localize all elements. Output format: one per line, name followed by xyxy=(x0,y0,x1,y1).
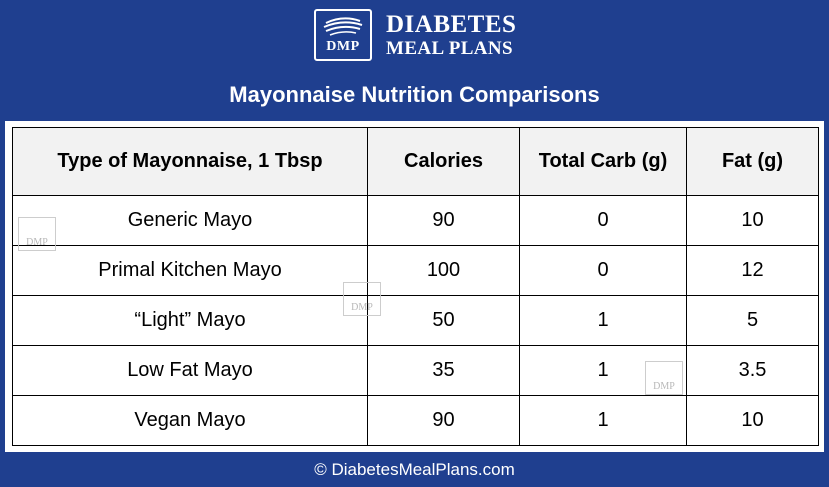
cell-type: Generic Mayo xyxy=(12,195,368,246)
header-total-carb: Total Carb (g) xyxy=(519,127,687,196)
cell-fat: 5 xyxy=(686,295,819,346)
cell-type: Low Fat Mayo xyxy=(12,345,368,396)
cell-calories: 50 xyxy=(367,295,520,346)
cell-fat: 10 xyxy=(686,395,819,446)
footer-copyright[interactable]: © DiabetesMealPlans.com xyxy=(314,460,515,479)
cell-type: Vegan Mayo xyxy=(12,395,368,446)
cell-type: Primal Kitchen Mayo xyxy=(12,245,368,296)
cell-calories: 35 xyxy=(367,345,520,396)
header-type: Type of Mayonnaise, 1 Tbsp xyxy=(12,127,368,196)
table-row: Generic Mayo 90 0 10 xyxy=(12,195,819,246)
table-row: Low Fat Mayo 35 1 3.5 xyxy=(12,345,819,396)
brand-line-2: MEAL PLANS xyxy=(386,38,513,59)
table-row: Primal Kitchen Mayo 100 0 12 xyxy=(12,245,819,296)
cell-total-carb: 0 xyxy=(519,195,687,246)
cell-calories: 90 xyxy=(367,395,520,446)
header-calories: Calories xyxy=(367,127,520,196)
watermark-text: DMP xyxy=(653,381,675,392)
table-row: Vegan Mayo 90 1 10 xyxy=(12,395,819,446)
cell-total-carb: 1 xyxy=(519,295,687,346)
header: DMP DIABETES MEAL PLANS xyxy=(0,0,829,70)
cell-total-carb: 1 xyxy=(519,395,687,446)
cell-calories: 90 xyxy=(367,195,520,246)
table-row: “Light” Mayo 50 1 5 xyxy=(12,295,819,346)
cell-fat: 12 xyxy=(686,245,819,296)
watermark-text: DMP xyxy=(351,302,373,313)
cell-total-carb: 1 xyxy=(519,345,687,396)
watermark-logo: DMP xyxy=(645,361,683,395)
cell-total-carb: 0 xyxy=(519,245,687,296)
wave-icon xyxy=(323,17,363,36)
table-panel: Type of Mayonnaise, 1 Tbsp Calories Tota… xyxy=(5,121,824,452)
watermark-logo: DMP xyxy=(18,217,56,251)
brand-name[interactable]: DIABETES MEAL PLANS xyxy=(386,12,516,60)
logo-abbreviation: DMP xyxy=(326,39,360,54)
cell-type: “Light” Mayo xyxy=(12,295,368,346)
cell-calories: 100 xyxy=(367,245,520,296)
header-fat: Fat (g) xyxy=(686,127,819,196)
watermark-logo: DMP xyxy=(343,282,381,316)
page-title: Mayonnaise Nutrition Comparisons xyxy=(229,82,600,107)
nutrition-table: Type of Mayonnaise, 1 Tbsp Calories Tota… xyxy=(12,127,819,446)
cell-fat: 3.5 xyxy=(686,345,819,396)
table-header-row: Type of Mayonnaise, 1 Tbsp Calories Tota… xyxy=(12,127,819,196)
watermark-text: DMP xyxy=(26,237,48,248)
cell-fat: 10 xyxy=(686,195,819,246)
dmp-logo[interactable]: DMP xyxy=(314,9,372,61)
brand-line-1: DIABETES xyxy=(386,11,517,38)
